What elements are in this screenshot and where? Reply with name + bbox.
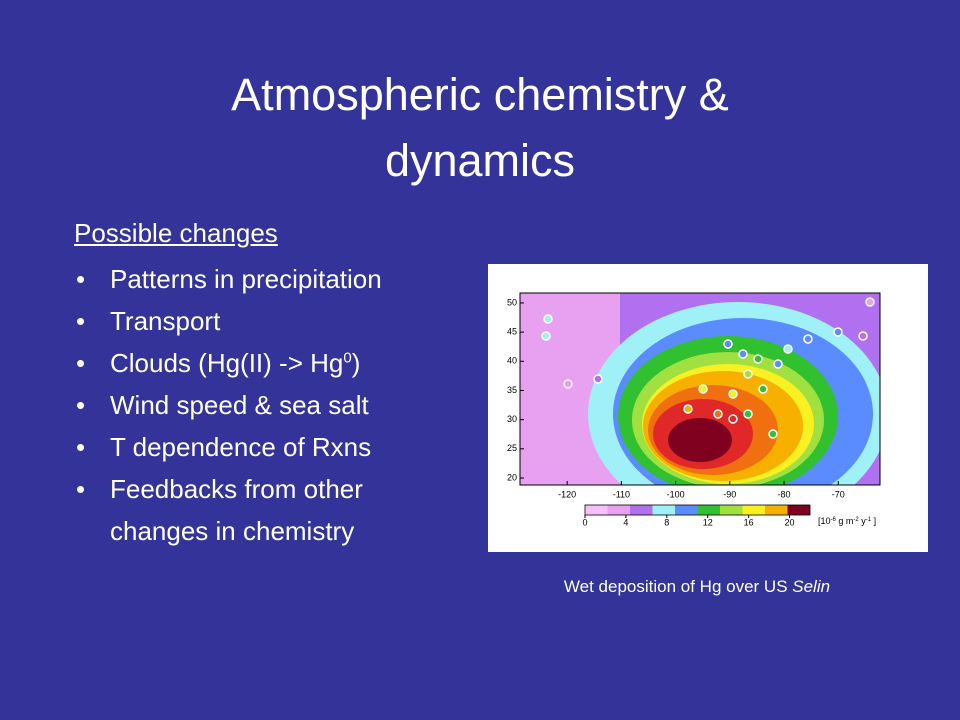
- bullet-text: T dependence of Rxns: [110, 432, 372, 462]
- superscript: 0: [343, 349, 352, 367]
- y-tick-label: 45: [507, 326, 517, 336]
- bullet-text: Feedbacks from other changes in chemistr…: [110, 474, 363, 546]
- bullet-text: Transport: [110, 306, 221, 336]
- colorbar-tick-label: 0: [582, 517, 587, 527]
- x-tick-label: -80: [778, 489, 791, 499]
- colorbar: [584, 504, 811, 516]
- bullet-item: Wind speed & sea salt: [74, 384, 454, 426]
- bullet-item: T dependence of Rxns: [74, 426, 454, 468]
- colorbar-tick-label: 12: [703, 517, 713, 527]
- colorbar-tick-label: 16: [744, 517, 754, 527]
- x-tick-label: -90: [723, 489, 736, 499]
- map-frame: [519, 292, 881, 486]
- x-tick-label: -120: [558, 489, 576, 499]
- bullet-item: Clouds (Hg(II) -> Hg0): [74, 342, 454, 384]
- bullet-text: Wind speed & sea salt: [110, 390, 369, 420]
- colorbar-unit: [10-6 g m-2 y-1 ]: [818, 516, 876, 526]
- y-tick-label: 25: [507, 443, 517, 453]
- x-tick-label: -70: [832, 489, 845, 499]
- unit-text: [10: [818, 516, 831, 526]
- y-tick-label: 40: [507, 356, 517, 366]
- y-tick-label: 50: [507, 297, 517, 307]
- unit-text: ]: [871, 516, 876, 526]
- x-tick-label: -100: [667, 489, 685, 499]
- bullet-text: ): [351, 348, 361, 378]
- caption-author: Selin: [792, 577, 831, 596]
- unit-superscript: -6: [831, 517, 837, 523]
- deposition-map: [520, 293, 880, 485]
- y-tick-label: 35: [507, 385, 517, 395]
- bullet-text: Patterns in precipitation: [110, 264, 382, 294]
- y-tick-label: 20: [507, 472, 517, 482]
- x-tick-label: -110: [613, 489, 630, 499]
- colorbar-tick-label: 20: [785, 517, 795, 527]
- unit-text: g m: [836, 516, 854, 526]
- bullet-text: Clouds (Hg(II) -> Hg: [110, 348, 344, 378]
- bullet-item: Patterns in precipitation: [74, 258, 454, 300]
- caption-text: Wet deposition of Hg over US: [563, 577, 793, 596]
- unit-text: y: [859, 516, 867, 526]
- bullet-item: Feedbacks from other changes in chemistr…: [74, 468, 454, 552]
- list-heading: Possible changes: [74, 218, 278, 248]
- slide-title: Atmospheric chemistry & dynamics: [231, 69, 729, 186]
- bullet-item: Transport: [74, 300, 454, 342]
- unit-superscript: -1: [866, 517, 872, 523]
- bullet-list: Patterns in precipitation Transport Clouds…: [74, 258, 454, 552]
- colorbar-tick-label: 8: [664, 517, 669, 527]
- unit-superscript: -2: [853, 517, 859, 523]
- figure-caption: Wet deposition of Hg over US Selin: [488, 577, 906, 597]
- y-tick-label: 30: [507, 414, 517, 424]
- colorbar-tick-label: 4: [623, 517, 628, 527]
